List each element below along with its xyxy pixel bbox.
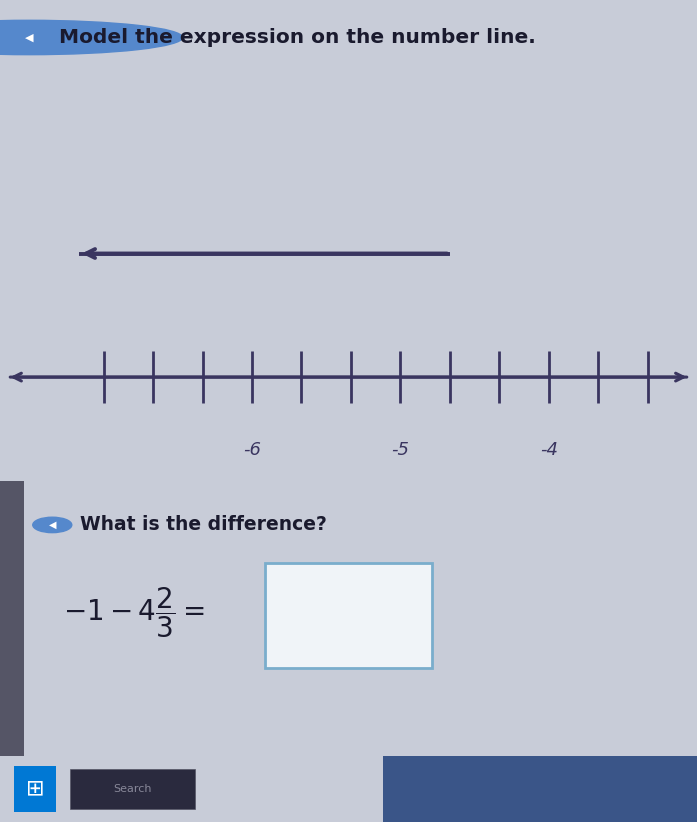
Text: -5: -5: [392, 441, 409, 459]
Text: What is the difference?: What is the difference?: [80, 515, 327, 534]
Text: -4: -4: [539, 441, 558, 459]
Text: ⊞: ⊞: [26, 779, 44, 799]
Circle shape: [33, 517, 72, 533]
Text: Search: Search: [113, 784, 152, 794]
Text: ◀: ◀: [49, 520, 56, 530]
Bar: [0, 481, 24, 756]
Text: Model the expression on the number line.: Model the expression on the number line.: [59, 28, 536, 47]
Bar: [70, 769, 195, 809]
Text: ◀: ◀: [25, 33, 33, 43]
Text: -6: -6: [243, 441, 261, 459]
Bar: [14, 766, 56, 812]
Bar: [383, 756, 697, 822]
Text: $-1-4\dfrac{2}{3}=$: $-1-4\dfrac{2}{3}=$: [63, 586, 204, 640]
FancyBboxPatch shape: [265, 564, 432, 668]
Circle shape: [0, 21, 183, 54]
